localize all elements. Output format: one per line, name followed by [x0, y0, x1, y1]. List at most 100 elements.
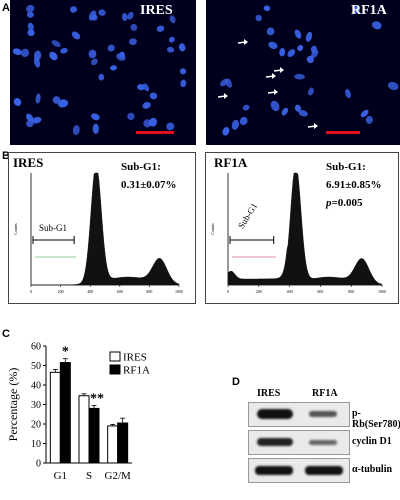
microscopy-image-rf1a: RF1A: [206, 0, 400, 145]
nucleus: [266, 27, 275, 36]
x-tick-label: 400: [287, 289, 293, 294]
bar: [59, 362, 71, 464]
nucleus: [13, 98, 22, 106]
x-tick-label: 400: [87, 289, 93, 294]
nucleus: [231, 119, 240, 130]
category-label: G2/M: [105, 470, 132, 482]
nucleus: [178, 43, 186, 52]
y-tick-label: 0: [36, 459, 41, 470]
subg1-value-ires: 0.31±0.07%: [121, 179, 177, 191]
nucleus: [32, 116, 42, 124]
nucleus: [33, 50, 42, 61]
band-prb-ires: [257, 409, 293, 419]
nucleus: [294, 104, 302, 112]
nucleus: [26, 11, 34, 18]
bar: [78, 395, 90, 464]
nucleus: [294, 73, 305, 80]
apoptosis-arrow-icon: [267, 89, 278, 95]
nucleus: [372, 21, 382, 30]
p-symbol: p: [326, 197, 332, 209]
nucleus: [305, 31, 313, 42]
y-tick-label: 30: [31, 400, 41, 411]
bar: [88, 407, 100, 464]
nucleus: [121, 13, 128, 21]
nucleus: [98, 73, 105, 81]
y-tick-label: 50: [31, 361, 41, 372]
microscopy-title-ires: IRES: [140, 3, 173, 18]
nucleus: [142, 102, 151, 109]
nucleus: [225, 78, 232, 88]
nuclei-layer-ires: [12, 4, 187, 136]
nucleus: [352, 6, 360, 14]
flow-histogram-rf1a: 0 200 400 600 800 1000 Counts RF1A Sub-G1: 6.9…: [205, 152, 399, 304]
y-tick-label: 20: [31, 420, 41, 431]
apoptosis-arrow-icon: [307, 123, 318, 129]
flow-histogram-plot-ires: 0 200 400 600 800 1000 Counts: [13, 172, 183, 294]
flow-histogram-plot-rf1a: 0 200 400 600 800 1000 Counts: [210, 172, 386, 294]
subg1-label-ires: Sub-G1:: [121, 161, 161, 173]
nucleus: [169, 36, 175, 43]
band-label-tubulin: α-tubulin: [352, 464, 393, 475]
x-tick-label: 600: [317, 289, 323, 294]
category-label: G1: [54, 470, 67, 482]
nucleus: [20, 48, 30, 58]
nucleus: [242, 104, 250, 111]
nucleus: [127, 11, 134, 20]
nucleus: [142, 83, 150, 92]
nucleus: [169, 15, 176, 24]
subg1-value-rf1a: 6.91±0.85%: [326, 179, 382, 191]
scale-bar-rf1a: [326, 131, 360, 134]
blot-prb: [248, 402, 350, 427]
nucleus: [71, 31, 81, 40]
nucleus: [130, 23, 138, 31]
nucleus: [387, 81, 399, 91]
nucleus: [57, 99, 69, 108]
nucleus: [98, 9, 106, 16]
apoptosis-arrow-icon: [217, 93, 228, 99]
lane-label-ires: IRES: [257, 388, 281, 399]
nucleus: [12, 48, 22, 56]
band-tubulin-rf1a: [305, 466, 343, 475]
legend-swatch: [109, 351, 121, 362]
nucleus: [49, 51, 58, 61]
nucleus: [26, 119, 34, 128]
x-tick-label: 0: [227, 289, 229, 294]
apoptosis-arrow-icon: [265, 73, 276, 79]
lane-label-rf1a: RF1A: [312, 388, 338, 399]
nucleus: [345, 89, 351, 99]
nucleus: [222, 127, 230, 136]
x-tick-label: 200: [58, 289, 64, 294]
microscopy-title-rf1a: RF1A: [351, 3, 387, 18]
gate-label-ires: Sub-G1: [39, 223, 68, 233]
nucleus: [35, 93, 41, 104]
x-tick-label: 1000: [175, 289, 183, 294]
nucleus: [270, 100, 280, 112]
nucleus: [27, 22, 34, 31]
y-tick-label: 10: [31, 439, 41, 450]
band-cyclin-ires: [257, 438, 293, 446]
bar: [107, 425, 119, 464]
nucleus: [137, 84, 145, 91]
nucleus: [119, 51, 125, 58]
flow-histogram-ires: 0 200 400 600 800 1000 Counts IRES Sub-G1: 0.3…: [8, 152, 196, 304]
nucleus: [294, 29, 302, 39]
nucleus: [60, 48, 68, 54]
nucleus: [179, 68, 187, 75]
nucleus: [52, 96, 61, 104]
nucleus: [88, 10, 97, 21]
blot-cyclin-d1: [248, 430, 350, 455]
legend-swatch: [109, 364, 121, 375]
nucleus: [263, 5, 271, 12]
panel-d-label: D: [232, 376, 240, 388]
legend-label: IRES: [123, 352, 147, 364]
x-tick-label: 600: [117, 289, 123, 294]
panel-a-label: A: [2, 2, 10, 14]
y-axis-label: Percentage (%): [6, 368, 20, 442]
nucleus: [166, 122, 175, 131]
nucleus: [143, 119, 152, 128]
nucleus: [27, 29, 35, 37]
category-label: S: [86, 470, 92, 482]
nucleus: [307, 87, 314, 96]
y-tick-label: 60: [31, 342, 41, 353]
nucleus: [128, 38, 137, 46]
